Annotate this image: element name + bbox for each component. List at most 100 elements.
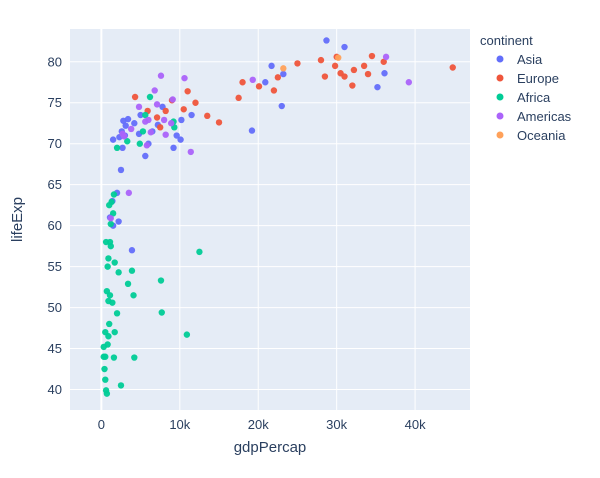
point-oceania <box>280 65 287 72</box>
point-africa <box>115 269 122 276</box>
point-europe <box>156 124 164 131</box>
point-asia <box>178 116 185 124</box>
point-asia <box>268 62 275 70</box>
point-asia <box>173 132 180 139</box>
point-americas <box>125 189 133 197</box>
legend-label: Asia <box>517 52 543 67</box>
point-europe <box>274 74 282 81</box>
y-axis-title: lifeExp <box>9 197 26 242</box>
legend-marker <box>496 93 504 101</box>
point-africa <box>183 331 191 338</box>
x-tick-label: 20k <box>248 417 269 432</box>
point-asia <box>188 111 195 119</box>
legend-item-americas[interactable]: Americas <box>496 109 572 124</box>
point-africa <box>124 138 131 145</box>
point-europe <box>350 66 358 74</box>
point-africa <box>109 299 116 306</box>
point-africa <box>130 292 137 299</box>
x-tick-label: 0 <box>98 417 105 432</box>
point-asia <box>177 136 184 143</box>
y-tick-label: 55 <box>48 259 62 274</box>
legend-item-africa[interactable]: Africa <box>496 90 552 105</box>
legend-item-europe[interactable]: Europe <box>496 71 559 86</box>
point-asia <box>262 79 269 86</box>
point-europe <box>192 99 199 106</box>
point-europe <box>180 106 187 113</box>
point-americas <box>135 103 143 111</box>
point-africa <box>102 328 109 336</box>
point-asia <box>122 122 129 129</box>
point-africa <box>136 140 144 147</box>
y-tick-label: 65 <box>48 177 62 192</box>
point-africa <box>117 382 125 389</box>
point-americas <box>120 133 128 140</box>
point-oceania <box>335 54 342 61</box>
point-africa <box>157 277 165 284</box>
point-europe <box>449 64 456 71</box>
point-americas <box>249 76 256 84</box>
point-americas <box>162 131 169 138</box>
point-asia <box>323 37 330 44</box>
point-asia <box>119 144 126 152</box>
point-asia <box>142 152 149 160</box>
point-africa <box>100 343 107 351</box>
legend[interactable]: continent Asia Europe Africa Americas Oceani… <box>480 33 572 143</box>
point-africa <box>113 144 121 152</box>
point-africa <box>106 320 113 328</box>
point-africa <box>102 376 109 383</box>
point-europe <box>184 88 191 95</box>
point-asia <box>115 218 122 225</box>
point-africa <box>196 248 203 256</box>
point-europe <box>360 62 368 70</box>
point-africa <box>128 267 136 274</box>
point-africa <box>111 328 118 336</box>
legend-label: Americas <box>517 109 572 124</box>
x-tick-label: 10k <box>169 417 190 432</box>
point-europe <box>131 93 139 101</box>
point-africa <box>108 198 115 206</box>
point-asia <box>124 115 132 123</box>
point-europe <box>317 56 325 64</box>
point-africa <box>106 292 114 299</box>
point-americas <box>160 116 168 124</box>
legend-items[interactable]: Asia Europe Africa Americas Oceania <box>496 52 572 143</box>
point-asia <box>248 127 256 134</box>
point-asia <box>278 102 285 110</box>
point-europe <box>380 58 387 65</box>
point-europe <box>321 73 329 80</box>
point-americas <box>153 101 161 108</box>
point-africa <box>102 238 110 246</box>
point-africa <box>104 263 111 270</box>
point-americas <box>181 74 188 82</box>
point-africa <box>110 191 118 198</box>
point-asia <box>341 43 348 51</box>
y-tick-label: 80 <box>48 54 62 69</box>
point-europe <box>204 112 211 120</box>
x-axis-title: gdpPercap <box>234 439 307 456</box>
point-europe <box>364 70 372 78</box>
point-asia <box>381 70 388 77</box>
y-tick-label: 40 <box>48 382 62 397</box>
point-asia <box>280 70 287 78</box>
y-tick-labels: 40 45 50 55 60 65 70 75 80 <box>48 54 62 397</box>
point-asia <box>128 247 136 254</box>
x-tick-label: 30k <box>326 417 347 432</box>
point-africa <box>131 354 138 361</box>
point-asia <box>117 166 125 174</box>
point-africa <box>107 242 114 250</box>
legend-item-oceania[interactable]: Oceania <box>496 128 567 143</box>
point-africa <box>158 309 165 316</box>
point-africa <box>111 259 118 266</box>
point-africa <box>146 93 154 101</box>
point-europe <box>235 94 242 102</box>
point-africa <box>110 354 118 361</box>
point-americas <box>151 87 158 94</box>
point-africa <box>139 128 147 135</box>
point-americas <box>169 96 176 103</box>
point-africa <box>124 280 132 288</box>
legend-label: Africa <box>517 90 551 105</box>
point-europe <box>153 114 161 121</box>
point-africa <box>103 390 111 397</box>
legend-item-asia[interactable]: Asia <box>496 52 544 67</box>
